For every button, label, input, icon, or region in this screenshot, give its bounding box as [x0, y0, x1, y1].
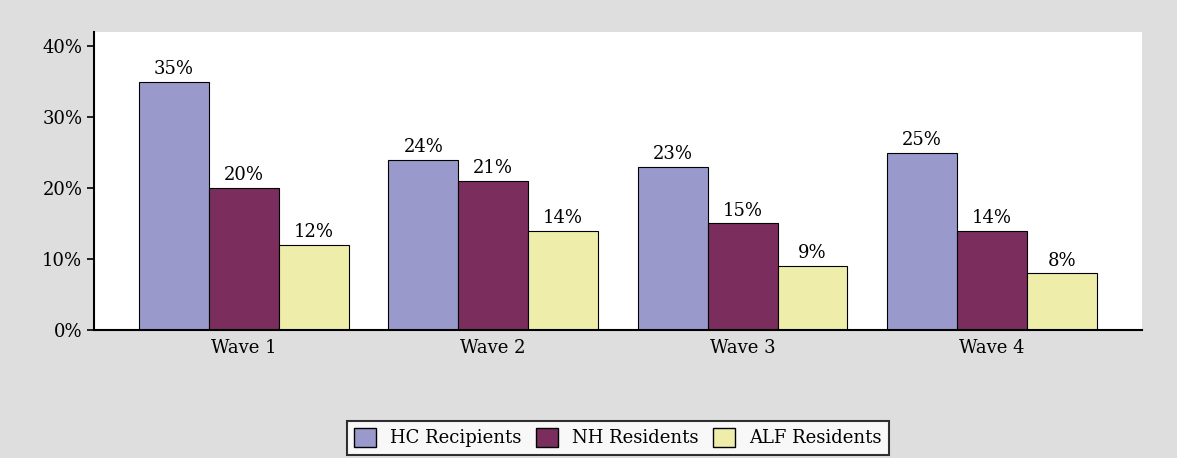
Text: 20%: 20%: [224, 166, 264, 185]
Bar: [279, 245, 348, 330]
Text: 12%: 12%: [293, 223, 333, 241]
Text: 35%: 35%: [154, 60, 194, 78]
Bar: [388, 160, 458, 330]
Legend: HC Recipients, NH Residents, ALF Residents: HC Recipients, NH Residents, ALF Residen…: [347, 421, 889, 455]
Bar: [957, 230, 1028, 330]
Bar: [139, 82, 208, 330]
Text: 24%: 24%: [404, 138, 444, 156]
Bar: [458, 181, 528, 330]
Text: 8%: 8%: [1048, 251, 1076, 269]
Text: 21%: 21%: [473, 159, 513, 177]
Bar: [528, 230, 598, 330]
Bar: [707, 224, 778, 330]
Text: 9%: 9%: [798, 245, 826, 262]
Text: 23%: 23%: [653, 145, 693, 163]
Bar: [208, 188, 279, 330]
Text: 25%: 25%: [903, 131, 942, 149]
Bar: [887, 153, 957, 330]
Text: 15%: 15%: [723, 202, 763, 220]
Text: 14%: 14%: [972, 209, 1012, 227]
Text: 14%: 14%: [543, 209, 583, 227]
Bar: [778, 266, 847, 330]
Bar: [638, 167, 707, 330]
Bar: [1028, 273, 1097, 330]
